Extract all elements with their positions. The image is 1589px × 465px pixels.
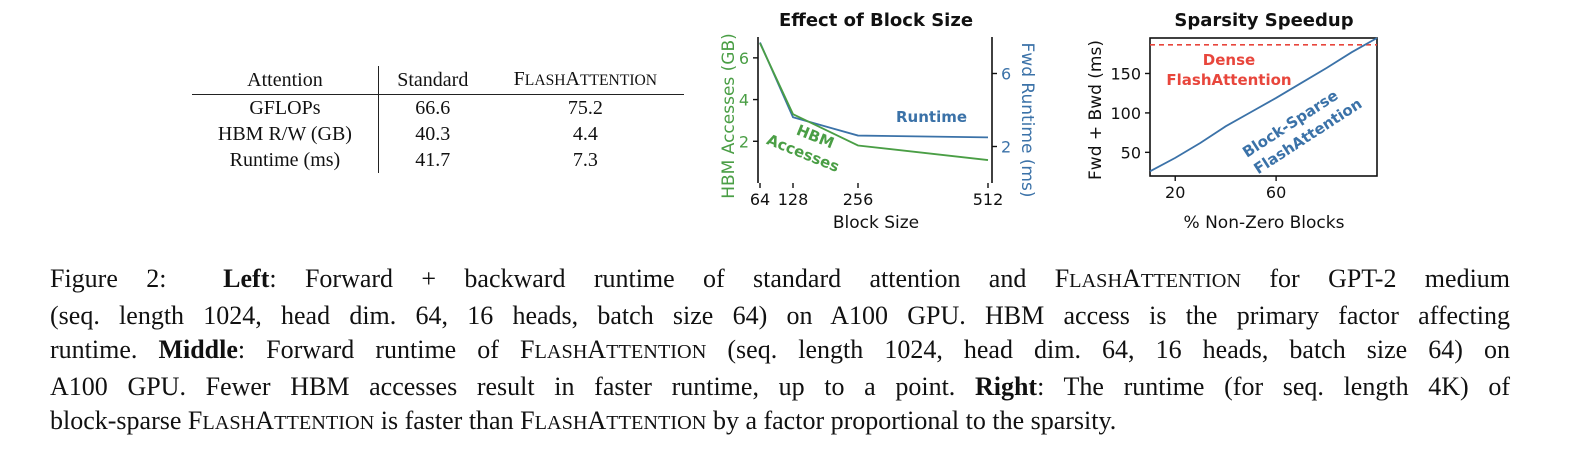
caption-text: (seq. length 1024, head dim. 64, 16 head… — [50, 300, 1510, 330]
figure-caption: Figure 2: Left: Forward + backward runti… — [50, 262, 1510, 441]
caption-text: by a factor proportional to the sparsity… — [706, 406, 1117, 435]
flashattention-smallcaps: FLASHATTENTION — [513, 68, 658, 90]
flashattention-smallcaps: FLASHATTENTION — [187, 406, 375, 435]
table-cell: HBM R/W (GB) — [192, 121, 379, 147]
plot-area: 50 100 150 20 60 Dense FlashAttentionBlock-Spa… — [1110, 37, 1378, 202]
table-cell: Runtime (ms) — [192, 147, 379, 173]
y-tick-label: 100 — [1110, 104, 1141, 123]
x-tick-label: 512 — [973, 190, 1004, 209]
caption-text: : Forward runtime of — [237, 335, 520, 364]
table-cell: GFLOPs — [192, 94, 379, 121]
flashattention-smallcaps: FLASHATTENTION — [519, 335, 707, 364]
caption-text: is faster than — [374, 406, 521, 435]
table-cell: 40.3 — [415, 123, 451, 145]
x-axis-label: Block Size — [833, 213, 919, 233]
figure-label: Figure 2: — [50, 264, 167, 293]
caption-line-1: Figure 2: Left: Forward + backward runti… — [50, 262, 1510, 299]
flashattention-smallcaps: FLASHATTENTION — [1054, 264, 1242, 293]
x-tick-label: 60 — [1266, 183, 1286, 202]
series-label-runtime: Runtime — [896, 108, 967, 126]
caption-line-5: block-sparse FLASHATTENTION is faster th… — [50, 404, 1510, 441]
caption-text: (seq. length 1024, head dim. 64, 16 head… — [706, 335, 1510, 364]
caption-line-4: A100 GPU. Fewer HBM accesses result in f… — [50, 370, 1510, 405]
caption-text: : The runtime (for seq. length 4K) of — [1037, 371, 1510, 401]
middle-label: Middle — [158, 335, 238, 364]
right-label: Right — [974, 371, 1038, 401]
y-tick-label: 50 — [1121, 143, 1141, 162]
table-cell: 41.7 — [415, 149, 451, 171]
table-cell: 7.3 — [572, 149, 598, 171]
table-cell: 66.6 — [415, 97, 451, 119]
comparison-table: Attention Standard FLASHATTENTION GFLOPs… — [192, 66, 684, 173]
plot-frame — [1149, 37, 1378, 177]
chart-title: Sparsity Speedup — [1174, 10, 1353, 31]
table-row: Runtime (ms) 41.7 7.3 — [192, 147, 684, 173]
table-header-row: Attention Standard FLASHATTENTION — [192, 66, 684, 95]
table-header-attention: Attention — [192, 66, 379, 95]
x-tick-label: 64 — [750, 190, 770, 209]
flashattention-smallcaps: FLASHATTENTION — [520, 406, 707, 435]
x-tick-label: 256 — [843, 190, 874, 209]
y-axis-label-right: Fwd Runtime (ms) — [1017, 43, 1037, 198]
table-row: HBM R/W (GB) 40.3 4.4 — [192, 121, 684, 147]
caption-text: runtime. — [50, 335, 159, 364]
y-tick-label-left: 2 — [739, 132, 749, 151]
left-label: Left — [223, 264, 270, 293]
y-tick-label-right: 6 — [1001, 65, 1011, 84]
x-tick-label: 20 — [1165, 183, 1185, 202]
block-size-chart: Effect of Block Size 2 4 6 2 6 64 128 256 512 HBM… — [719, 10, 1037, 233]
table-cell: 4.4 — [572, 123, 598, 145]
caption-text: A100 GPU. Fewer HBM accesses result in f… — [50, 371, 975, 401]
table-header-flashattention: FLASHATTENTION — [486, 66, 684, 95]
series-label-dense: Dense FlashAttention — [1166, 51, 1291, 89]
x-tick-label: 128 — [778, 190, 809, 209]
chart-title: Effect of Block Size — [779, 10, 973, 31]
series-label-block-sparse: Block-SparseFlashAttention — [1239, 78, 1365, 178]
y-axis-label: Fwd + Bwd (ms) — [1086, 40, 1106, 180]
y-tick-label-left: 6 — [739, 49, 749, 68]
series-label-line: Dense — [1203, 51, 1255, 69]
table-row: GFLOPs 66.6 75.2 — [192, 94, 684, 121]
sparsity-speedup-chart: Sparsity Speedup 50 100 150 20 60 Dense FlashA… — [1086, 10, 1378, 233]
caption-text: block-sparse — [50, 406, 188, 435]
table-header-standard: Standard — [378, 66, 487, 95]
y-axis-label-left: HBM Accesses (GB) — [719, 33, 739, 199]
caption-line-3: runtime. Middle: Forward runtime of FLAS… — [50, 333, 1510, 370]
y-tick-label-left: 4 — [739, 91, 749, 110]
caption-text: : Forward + backward runtime of standard… — [269, 264, 1055, 293]
y-tick-label: 150 — [1110, 64, 1141, 83]
caption-text: for GPT-2 medium — [1241, 264, 1511, 293]
caption-line-2: (seq. length 1024, head dim. 64, 16 head… — [50, 299, 1510, 334]
y-tick-label-right: 2 — [1001, 138, 1011, 157]
x-axis-label: % Non-Zero Blocks — [1184, 213, 1345, 233]
table-cell: 75.2 — [567, 97, 603, 119]
block-sparse-series-line — [1149, 37, 1378, 173]
hbm-series-line — [759, 42, 989, 161]
series-label-line: FlashAttention — [1166, 71, 1291, 89]
